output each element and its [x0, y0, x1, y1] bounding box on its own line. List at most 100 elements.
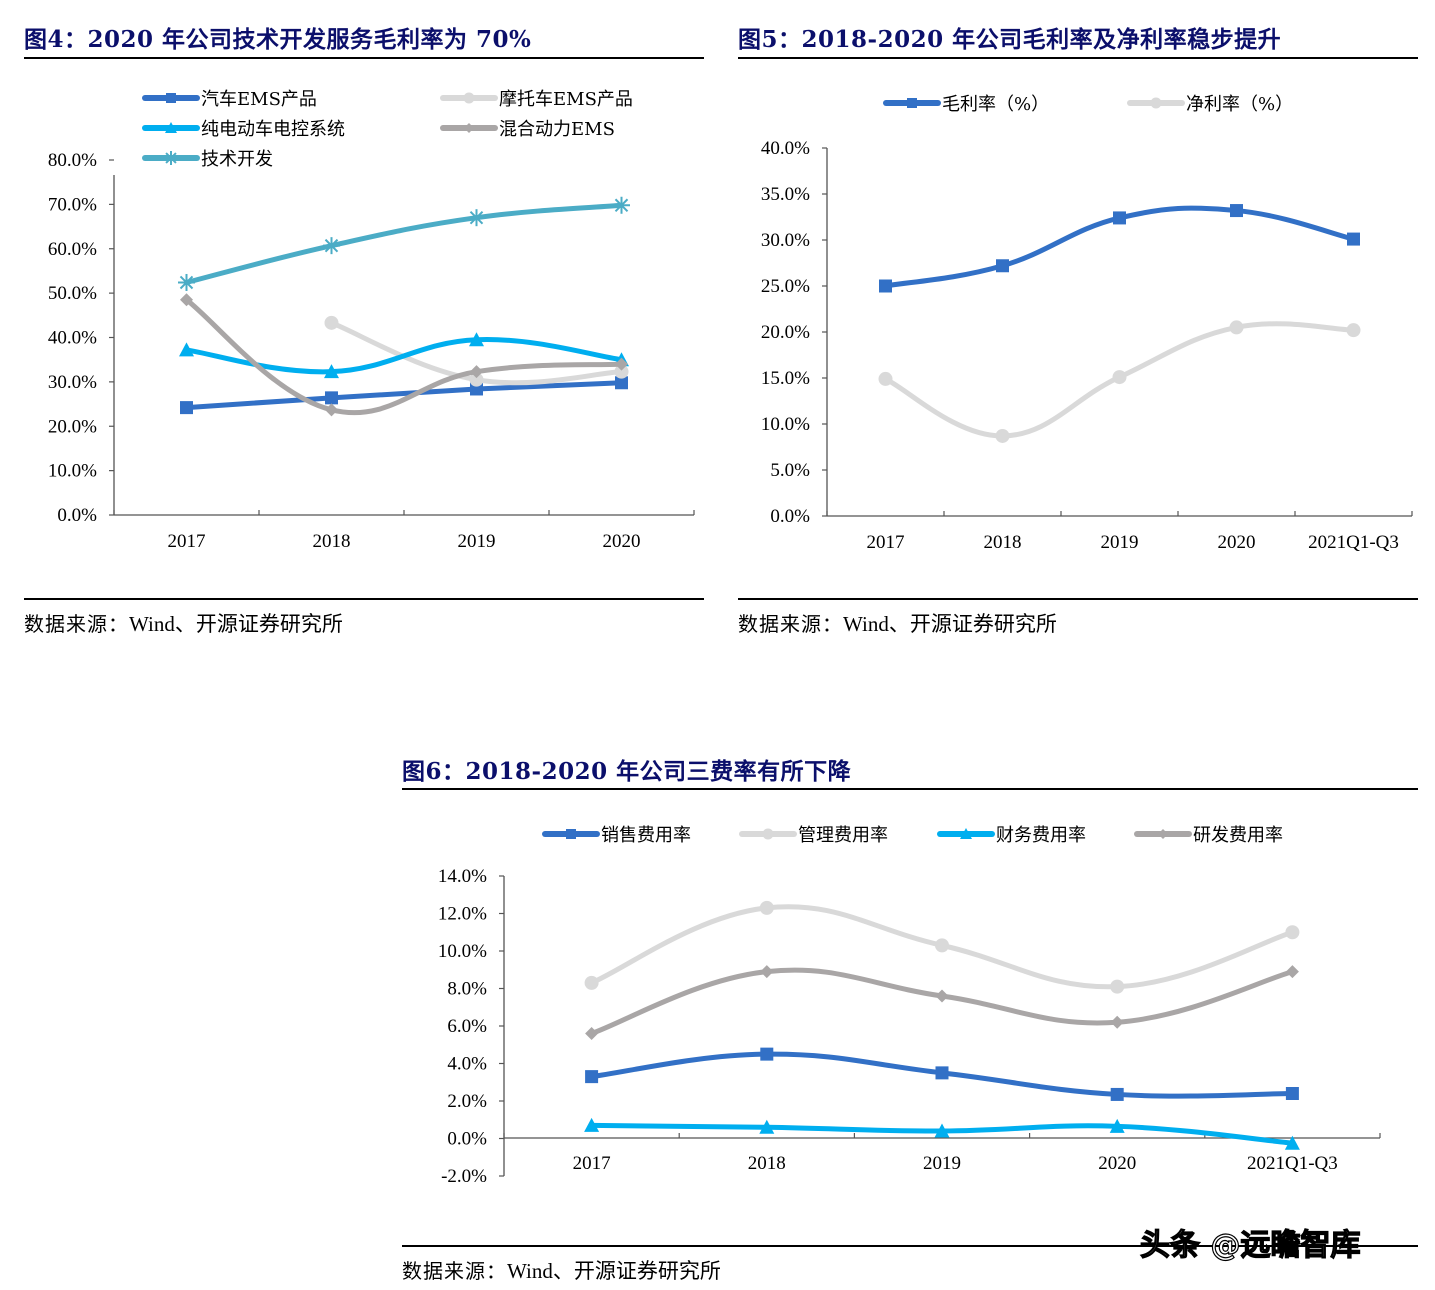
chart-3-y-tick-label: 8.0% — [447, 979, 487, 1000]
figure-6-title-rule — [402, 788, 1418, 790]
figure-4-source-prefix: 数据来源： — [24, 612, 129, 636]
chart-2-y-tick-label: 40.0% — [761, 138, 810, 159]
chart-3-data-point — [1285, 1087, 1299, 1100]
chart-2-data-point — [996, 259, 1009, 273]
figure-6-source-rule — [402, 1245, 1418, 1247]
figure-6-title: 图6：2018-2020 年公司三费率有所下降 — [402, 758, 852, 785]
chart-1: 0.0% 10.0% 20.0% 30.0% 40.0% 50.0% 60.0% 70.0% 8… — [48, 89, 695, 552]
chart-2-series-2 — [878, 320, 1361, 443]
chart-1-legend-item: 技术开发 — [142, 149, 273, 170]
legend-label: 混合动力EMS — [499, 119, 615, 140]
chart-3-data-point — [1284, 1135, 1300, 1150]
chart-3: -2.0% 0.0% 2.0% 4.0% 6.0% 8.0% 10.0% 12.0% 14.0%… — [438, 825, 1381, 1187]
chart-3-legend: 销售费用率 管理费用率 财务费用率 研发费用率 — [542, 825, 1283, 846]
chart-2-data-point — [878, 371, 893, 386]
chart-1-y-tick-label: 70.0% — [48, 194, 97, 215]
chart-3-data-point — [760, 965, 774, 979]
chart-3-data-point — [934, 1123, 950, 1138]
chart-3-legend-item: 研发费用率 — [1134, 825, 1283, 846]
chart-3-data-point — [1110, 1087, 1124, 1101]
chart-1-series-4 — [180, 293, 628, 417]
chart-1-series-1 — [180, 376, 628, 415]
chart-1-x-tick-label: 2017 — [168, 531, 206, 552]
chart-3-y-tick-label: -2.0% — [441, 1166, 487, 1187]
chart-3-data-point — [935, 989, 949, 1003]
chart-3-data-point — [935, 1066, 949, 1080]
chart-3-x-tick-label: 2018 — [748, 1153, 786, 1174]
chart-2-series-1 — [879, 204, 1360, 293]
legend-label: 财务费用率 — [996, 825, 1086, 846]
chart-1-data-point — [469, 372, 484, 387]
legend-label: 管理费用率 — [798, 825, 888, 846]
legend-marker-icon — [907, 98, 917, 108]
legend-marker-icon — [165, 122, 177, 133]
legend-marker-icon — [1150, 97, 1162, 109]
legend-marker-icon — [960, 828, 972, 839]
chart-1-legend-item: 汽车EMS产品 — [142, 89, 317, 110]
chart-2-y-tick-label: 0.0% — [770, 506, 810, 527]
chart-3-data-point — [1285, 965, 1299, 979]
chart-1-data-point — [324, 315, 339, 330]
chart-2-data-point — [1113, 211, 1126, 225]
chart-3-data-point — [935, 938, 949, 953]
chart-3-y-tick-label: 14.0% — [438, 866, 487, 887]
chart-1-data-point — [615, 357, 628, 371]
chart-3-data-point — [585, 1027, 599, 1040]
chart-3-y-tick-label: 6.0% — [447, 1016, 487, 1037]
chart-2-y-tick-label: 30.0% — [761, 230, 810, 251]
chart-2: 0.0% 5.0% 10.0% 15.0% 20.0% 25.0% 30.0% 35.0% 40… — [761, 94, 1413, 553]
chart-1-y-tick-label: 50.0% — [48, 283, 97, 304]
chart-2-x-tick-label: 2021Q1-Q3 — [1308, 532, 1399, 553]
chart-2-data-point — [1347, 232, 1360, 246]
chart-1-data-point — [613, 196, 630, 214]
chart-2-data-point — [1346, 323, 1361, 338]
figure-6-source: 数据来源：Wind、开源证券研究所 — [402, 1255, 721, 1285]
chart-1-y-tick-label: 10.0% — [48, 461, 97, 482]
chart-3-data-point — [1110, 979, 1125, 994]
chart-2-y-tick-label: 5.0% — [770, 460, 810, 481]
chart-3-legend-item: 销售费用率 — [542, 825, 691, 846]
chart-1-y-tick-label: 30.0% — [48, 372, 97, 393]
legend-marker-icon — [762, 828, 774, 840]
chart-3-x-tick-label: 2020 — [1098, 1153, 1136, 1174]
chart-1-data-point — [614, 364, 629, 379]
chart-3-y-tick-label: 0.0% — [447, 1129, 487, 1150]
chart-3-data-point — [1285, 925, 1300, 940]
legend-label: 摩托车EMS产品 — [499, 89, 633, 110]
chart-1-y-tick-label: 80.0% — [48, 150, 97, 171]
chart-2-y-tick-label: 15.0% — [761, 368, 810, 389]
chart-3-data-point — [759, 900, 774, 915]
chart-3-legend-item: 管理费用率 — [739, 825, 888, 846]
chart-1-y-tick-label: 40.0% — [48, 328, 97, 349]
chart-1-data-point — [323, 237, 340, 255]
legend-label: 研发费用率 — [1193, 825, 1283, 846]
chart-3-legend-item: 财务费用率 — [937, 825, 1086, 846]
figure-4-title: 图4：2020 年公司技术开发服务毛利率为 70% — [24, 26, 532, 53]
legend-label: 技术开发 — [201, 149, 273, 170]
chart-2-legend-item: 毛利率（%） — [883, 94, 1049, 115]
chart-1-data-point — [180, 401, 193, 415]
chart-2-data-point — [1112, 370, 1127, 385]
chart-3-data-point — [584, 975, 599, 990]
legend-label: 纯电动车电控系统 — [201, 119, 345, 140]
chart-3-x-tick-label: 2017 — [573, 1153, 611, 1174]
chart-2-data-point — [1229, 320, 1244, 335]
chart-1-data-point — [325, 391, 338, 405]
figure-5-source-prefix: 数据来源： — [738, 612, 843, 636]
chart-1-series-5 — [178, 196, 630, 291]
figure-5-title-rule — [738, 57, 1418, 59]
chart-1-data-point — [469, 332, 484, 347]
chart-2-y-tick-label: 10.0% — [761, 414, 810, 435]
chart-1-data-point — [615, 376, 628, 390]
legend-marker-icon — [464, 123, 474, 133]
figure-5-source: 数据来源：Wind、开源证券研究所 — [738, 608, 1057, 638]
legend-label: 毛利率（%） — [942, 94, 1049, 115]
chart-1-legend-item: 摩托车EMS产品 — [440, 89, 633, 110]
chart-2-data-point — [1230, 204, 1243, 218]
figure-5-source-text: Wind、开源证券研究所 — [843, 612, 1057, 636]
legend-marker-icon — [463, 92, 475, 104]
chart-1-data-point — [178, 273, 195, 291]
figure-4-source-rule — [24, 598, 704, 600]
